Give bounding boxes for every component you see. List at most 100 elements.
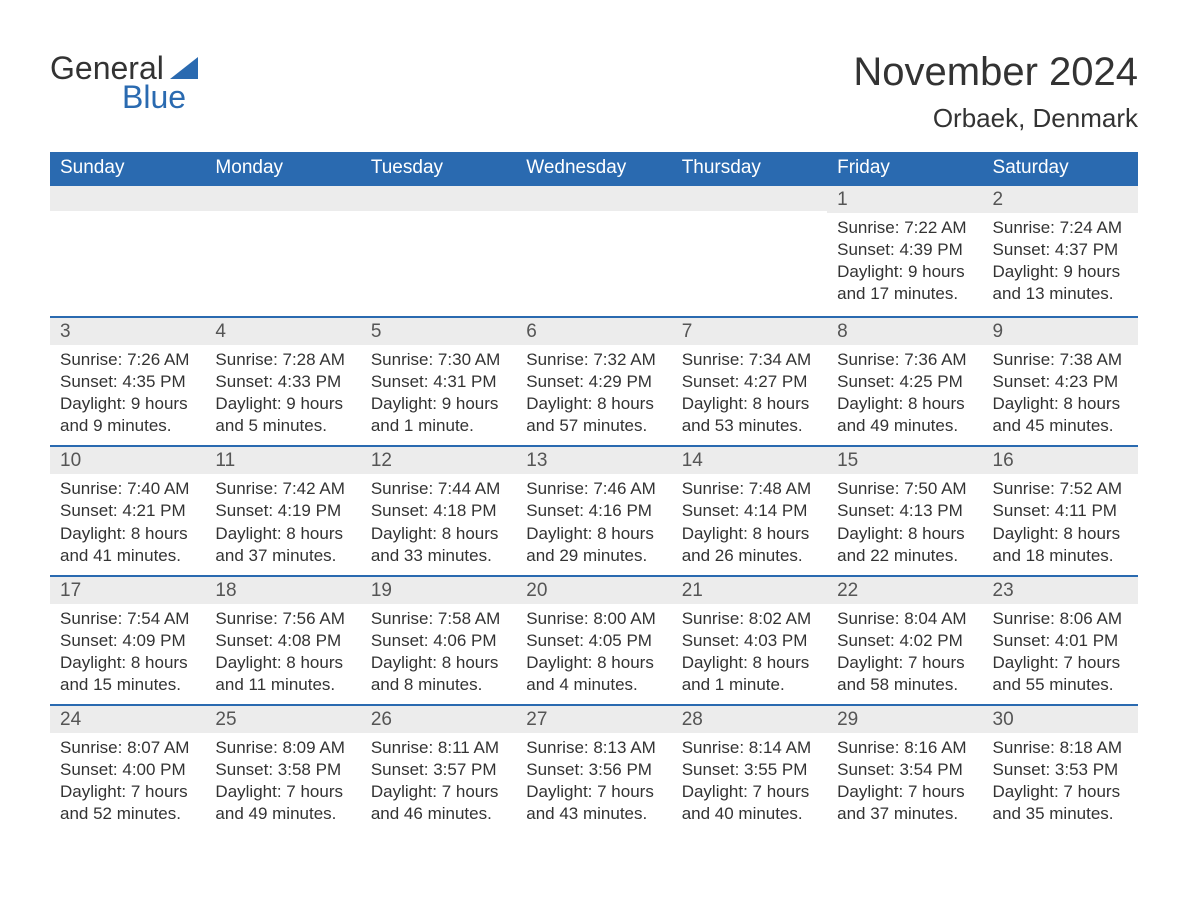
- day-body: Sunrise: 7:32 AMSunset: 4:29 PMDaylight:…: [516, 345, 671, 445]
- daylight-line-1: Daylight: 7 hours: [837, 652, 972, 674]
- sunset-line: Sunset: 3:56 PM: [526, 759, 661, 781]
- day-body: Sunrise: 7:34 AMSunset: 4:27 PMDaylight:…: [672, 345, 827, 445]
- daylight-line-2: and 45 minutes.: [993, 415, 1128, 437]
- daylight-line-1: Daylight: 8 hours: [215, 523, 350, 545]
- calendar-day-cell: 3Sunrise: 7:26 AMSunset: 4:35 PMDaylight…: [50, 316, 205, 445]
- calendar-day-cell: 28Sunrise: 8:14 AMSunset: 3:55 PMDayligh…: [672, 704, 827, 833]
- daylight-line-1: Daylight: 8 hours: [60, 652, 195, 674]
- sunrise-line: Sunrise: 8:18 AM: [993, 737, 1128, 759]
- day-number: 11: [205, 447, 360, 474]
- calendar-day-cell: 10Sunrise: 7:40 AMSunset: 4:21 PMDayligh…: [50, 445, 205, 574]
- sunrise-line: Sunrise: 8:07 AM: [60, 737, 195, 759]
- daylight-line-1: Daylight: 7 hours: [526, 781, 661, 803]
- day-number: 30: [983, 706, 1138, 733]
- day-body: Sunrise: 8:13 AMSunset: 3:56 PMDaylight:…: [516, 733, 671, 833]
- day-body: Sunrise: 7:22 AMSunset: 4:39 PMDaylight:…: [827, 213, 982, 313]
- daylight-line-1: Daylight: 9 hours: [371, 393, 506, 415]
- logo: General Blue: [50, 50, 198, 116]
- calendar-day-cell: [361, 184, 516, 316]
- sunrise-line: Sunrise: 8:11 AM: [371, 737, 506, 759]
- calendar-day-cell: 23Sunrise: 8:06 AMSunset: 4:01 PMDayligh…: [983, 575, 1138, 704]
- sunrise-line: Sunrise: 7:48 AM: [682, 478, 817, 500]
- daylight-line-2: and 33 minutes.: [371, 545, 506, 567]
- calendar-day-cell: 4Sunrise: 7:28 AMSunset: 4:33 PMDaylight…: [205, 316, 360, 445]
- daylight-line-2: and 46 minutes.: [371, 803, 506, 825]
- sunset-line: Sunset: 4:39 PM: [837, 239, 972, 261]
- sunrise-line: Sunrise: 7:58 AM: [371, 608, 506, 630]
- sunrise-line: Sunrise: 7:26 AM: [60, 349, 195, 371]
- daylight-line-2: and 26 minutes.: [682, 545, 817, 567]
- calendar-week-row: 17Sunrise: 7:54 AMSunset: 4:09 PMDayligh…: [50, 575, 1138, 704]
- sunset-line: Sunset: 3:57 PM: [371, 759, 506, 781]
- calendar-day-cell: 30 Sunrise: 8:18 AMSunset: 3:53 PMDayligh…: [983, 704, 1138, 833]
- day-body: Sunrise: 8:07 AMSunset: 4:00 PMDaylight:…: [50, 733, 205, 833]
- day-body: Sunrise: 8:06 AMSunset: 4:01 PMDaylight:…: [983, 604, 1138, 704]
- sunrise-line: Sunrise: 7:46 AM: [526, 478, 661, 500]
- daylight-line-2: and 52 minutes.: [60, 803, 195, 825]
- sunrise-line: Sunrise: 7:22 AM: [837, 217, 972, 239]
- daylight-line-1: Daylight: 7 hours: [993, 781, 1128, 803]
- calendar-week-row: 3Sunrise: 7:26 AMSunset: 4:35 PMDaylight…: [50, 316, 1138, 445]
- empty-daynum-bar: [361, 184, 516, 211]
- sunset-line: Sunset: 4:19 PM: [215, 500, 350, 522]
- day-number: 10: [50, 447, 205, 474]
- sunrise-line: Sunrise: 7:44 AM: [371, 478, 506, 500]
- sunrise-line: Sunrise: 7:36 AM: [837, 349, 972, 371]
- sunrise-line: Sunrise: 8:02 AM: [682, 608, 817, 630]
- sunrise-line: Sunrise: 8:14 AM: [682, 737, 817, 759]
- calendar-day-cell: 21Sunrise: 8:02 AMSunset: 4:03 PMDayligh…: [672, 575, 827, 704]
- calendar-day-cell: 17Sunrise: 7:54 AMSunset: 4:09 PMDayligh…: [50, 575, 205, 704]
- daylight-line-1: Daylight: 8 hours: [526, 652, 661, 674]
- daylight-line-2: and 1 minute.: [682, 674, 817, 696]
- sunset-line: Sunset: 4:33 PM: [215, 371, 350, 393]
- sunset-line: Sunset: 4:16 PM: [526, 500, 661, 522]
- weekday-header: Friday: [827, 152, 982, 184]
- weekday-header: Saturday: [983, 152, 1138, 184]
- sunset-line: Sunset: 4:02 PM: [837, 630, 972, 652]
- daylight-line-2: and 11 minutes.: [215, 674, 350, 696]
- sunrise-line: Sunrise: 7:42 AM: [215, 478, 350, 500]
- daylight-line-1: Daylight: 9 hours: [993, 261, 1128, 283]
- day-number: 24: [50, 706, 205, 733]
- month-title: November 2024: [853, 50, 1138, 95]
- calendar-day-cell: 19Sunrise: 7:58 AMSunset: 4:06 PMDayligh…: [361, 575, 516, 704]
- daylight-line-2: and 53 minutes.: [682, 415, 817, 437]
- sunset-line: Sunset: 4:21 PM: [60, 500, 195, 522]
- sunset-line: Sunset: 4:01 PM: [993, 630, 1128, 652]
- calendar-day-cell: 26Sunrise: 8:11 AMSunset: 3:57 PMDayligh…: [361, 704, 516, 833]
- day-body: Sunrise: 7:38 AMSunset: 4:23 PMDaylight:…: [983, 345, 1138, 445]
- sunrise-line: Sunrise: 7:32 AM: [526, 349, 661, 371]
- weekday-header: Tuesday: [361, 152, 516, 184]
- calendar-day-cell: 7Sunrise: 7:34 AMSunset: 4:27 PMDaylight…: [672, 316, 827, 445]
- daylight-line-1: Daylight: 7 hours: [682, 781, 817, 803]
- day-number: 27: [516, 706, 671, 733]
- sunset-line: Sunset: 4:25 PM: [837, 371, 972, 393]
- sunset-line: Sunset: 4:06 PM: [371, 630, 506, 652]
- calendar-day-cell: 16Sunrise: 7:52 AMSunset: 4:11 PMDayligh…: [983, 445, 1138, 574]
- day-number: 14: [672, 447, 827, 474]
- sunset-line: Sunset: 4:35 PM: [60, 371, 195, 393]
- weekday-header: Sunday: [50, 152, 205, 184]
- daylight-line-2: and 41 minutes.: [60, 545, 195, 567]
- calendar-week-row: 24Sunrise: 8:07 AMSunset: 4:00 PMDayligh…: [50, 704, 1138, 833]
- daylight-line-2: and 58 minutes.: [837, 674, 972, 696]
- sunset-line: Sunset: 4:23 PM: [993, 371, 1128, 393]
- daylight-line-1: Daylight: 7 hours: [993, 652, 1128, 674]
- day-number: 16: [983, 447, 1138, 474]
- sunset-line: Sunset: 4:11 PM: [993, 500, 1128, 522]
- sunset-line: Sunset: 4:29 PM: [526, 371, 661, 393]
- daylight-line-2: and 35 minutes.: [993, 803, 1128, 825]
- day-number: 6: [516, 318, 671, 345]
- calendar-day-cell: 8Sunrise: 7:36 AMSunset: 4:25 PMDaylight…: [827, 316, 982, 445]
- calendar-day-cell: [672, 184, 827, 316]
- sunset-line: Sunset: 3:53 PM: [993, 759, 1128, 781]
- daylight-line-1: Daylight: 9 hours: [837, 261, 972, 283]
- sunrise-line: Sunrise: 7:38 AM: [993, 349, 1128, 371]
- sunset-line: Sunset: 4:09 PM: [60, 630, 195, 652]
- weekday-header: Wednesday: [516, 152, 671, 184]
- day-number: 25: [205, 706, 360, 733]
- calendar-day-cell: 15Sunrise: 7:50 AMSunset: 4:13 PMDayligh…: [827, 445, 982, 574]
- daylight-line-1: Daylight: 8 hours: [371, 523, 506, 545]
- calendar-day-cell: 6Sunrise: 7:32 AMSunset: 4:29 PMDaylight…: [516, 316, 671, 445]
- day-number: 8: [827, 318, 982, 345]
